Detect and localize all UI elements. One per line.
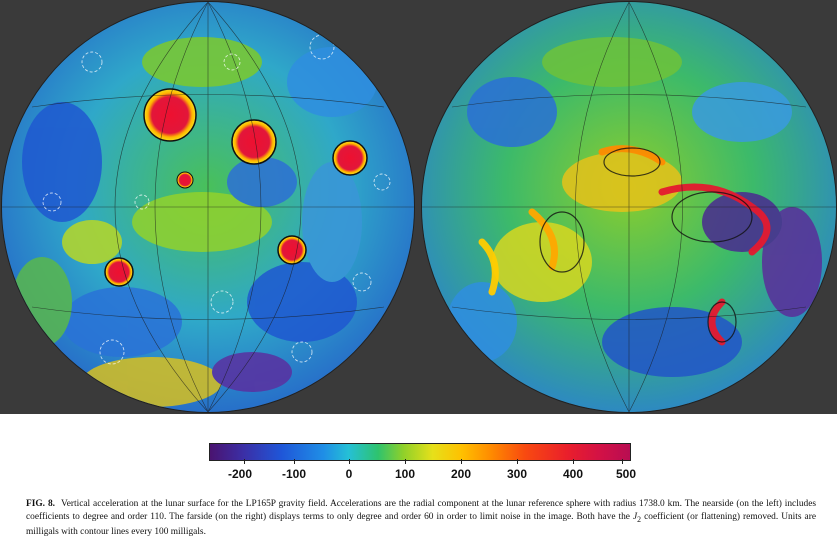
colorbar-tick	[294, 459, 295, 464]
colorbar-ticks	[209, 459, 629, 465]
colorbar-tick	[461, 459, 462, 464]
colorbar-tick	[622, 459, 623, 464]
nearside-map	[2, 2, 414, 412]
colorbar-tick	[573, 459, 574, 464]
gravity-map-panel	[0, 0, 837, 414]
nearside-contours	[42, 34, 391, 365]
farside-contours	[539, 147, 753, 343]
farside-graticule	[422, 2, 836, 412]
colorbar	[209, 443, 631, 461]
colorbar-tick-label: 400	[562, 467, 584, 481]
colorbar-tick-label: -200	[227, 467, 253, 481]
nearside-graticule	[2, 2, 414, 412]
colorbar-tick	[244, 459, 245, 464]
figure-caption: FIG. 8. Vertical acceleration at the luna…	[26, 498, 816, 538]
colorbar-tick	[517, 459, 518, 464]
colorbar-tick-label: 300	[506, 467, 528, 481]
colorbar-tick-label: 100	[394, 467, 416, 481]
colorbar-tick-label: 0	[345, 467, 353, 481]
colorbar-tick-label: 200	[450, 467, 472, 481]
nearside-mascons	[104, 88, 368, 287]
caption-text-after: coefficient (or flattening) removed. Uni…	[26, 511, 816, 537]
j2-subscript: 2	[637, 514, 642, 524]
farside-map	[422, 2, 836, 412]
caption-text-before: Vertical acceleration at the lunar surfa…	[26, 499, 817, 522]
nearside-gravity-globe	[2, 2, 414, 412]
colorbar-tick	[405, 459, 406, 464]
farside-gravity-globe	[422, 2, 836, 412]
j2-symbol: J	[632, 511, 638, 522]
colorbar-tick-label: 500	[615, 467, 637, 481]
colorbar-tick	[349, 459, 350, 464]
colorbar-tick-label: -100	[281, 467, 307, 481]
figure-label: FIG. 8.	[26, 499, 55, 509]
